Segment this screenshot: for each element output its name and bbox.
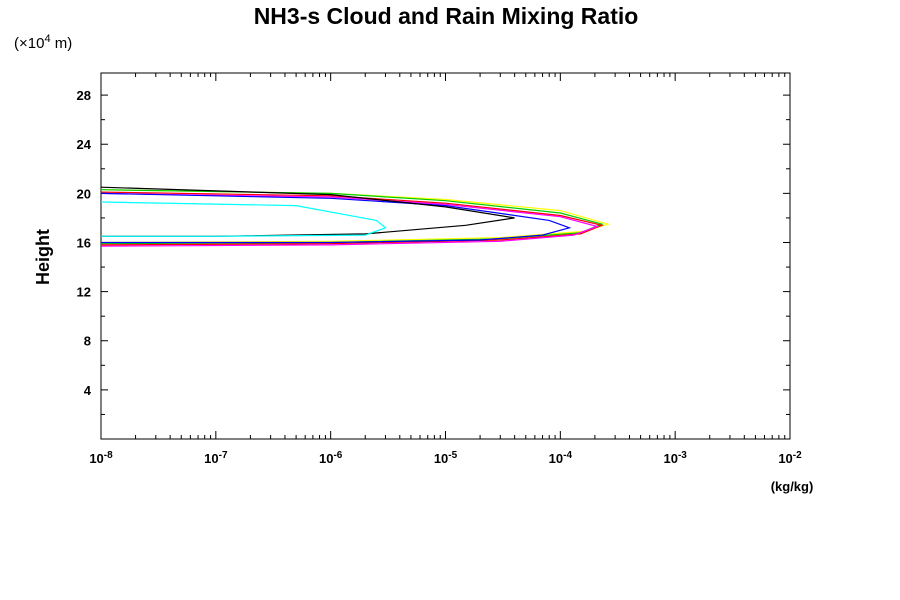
plot-frame [100,72,791,440]
y-tick-label: 24 [77,137,92,152]
x-tick-label: 10-8 [89,450,113,466]
x-tick-base: 10 [89,451,103,466]
x-tick-base: 10 [778,451,792,466]
x-tick-base: 10 [204,451,218,466]
x-axis-unit: (kg/kg) [771,479,814,494]
x-ticks [100,73,791,439]
x-tick-label: 10-3 [663,450,687,466]
y-tick-label: 16 [77,235,91,250]
chart-title: NH3-s Cloud and Rain Mixing Ratio [254,3,639,29]
y-tick-label: 4 [84,383,92,398]
x-tick-label: 10-4 [549,450,573,466]
x-tick-base: 10 [319,451,333,466]
x-tick-label: 10-5 [434,450,458,466]
y-tick-labels: 4 8 12 16 20 24 28 [77,88,92,398]
y-tick-label: 12 [77,285,91,300]
x-tick-base: 10 [663,451,677,466]
x-tick-exponent: -4 [563,450,572,461]
y-ticks [101,94,790,415]
y-axis-title: Height [33,229,53,285]
contour-line-4 [100,192,600,247]
x-tick-exponent: -5 [448,450,457,461]
y-tick-label: 8 [84,334,91,349]
y-unit-label: (×104 m) [14,33,72,52]
x-tick-exponent: -7 [219,450,228,461]
contour-line-5 [100,192,572,244]
x-tick-labels: 10-8 10-7 10-6 10-5 10-4 10-3 10-2 [89,450,802,466]
x-tick-exponent: -3 [678,450,687,461]
contour-lines [100,186,611,247]
y-tick-label: 20 [77,186,91,201]
y-unit-prefix: (×10 [14,35,44,52]
x-tick-label: 10-2 [778,450,802,466]
x-tick-label: 10-6 [319,450,343,466]
x-tick-exponent: -8 [104,450,113,461]
x-tick-label: 10-7 [204,450,228,466]
x-tick-exponent: -2 [793,450,802,461]
x-tick-exponent: -6 [333,450,342,461]
x-tick-base: 10 [434,451,448,466]
y-unit-exponent: 4 [44,33,50,45]
contour-line-7 [100,201,387,237]
y-tick-label: 28 [77,88,91,103]
y-unit-suffix: m) [51,35,73,52]
x-tick-base: 10 [549,451,563,466]
